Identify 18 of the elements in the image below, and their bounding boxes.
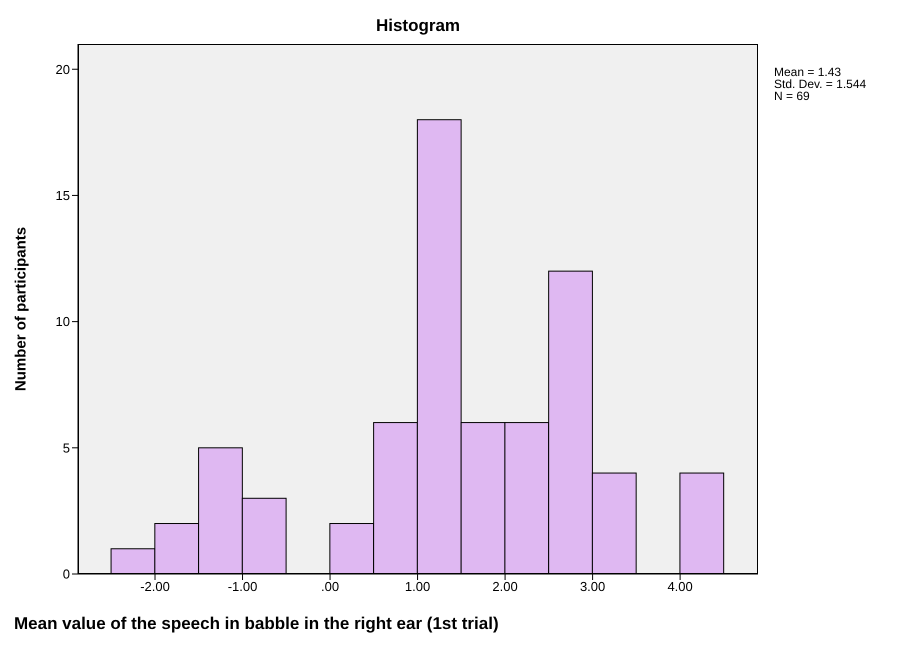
y-tick-label: 0 — [62, 566, 70, 582]
text: N = 69 — [774, 89, 811, 103]
x-tick-label: 1.00 — [404, 579, 430, 594]
chart-title: Histogram — [374, 16, 462, 36]
x-tick-label: -2.00 — [140, 579, 170, 594]
x-tick-label: 3.00 — [580, 579, 606, 594]
x-tick-label: 4.00 — [667, 579, 693, 594]
x-axis-title: Mean value of the speech in babble in the right ear (1st trial) — [14, 614, 499, 634]
y-axis-title: Number of participants — [12, 226, 30, 392]
text: Mean = 1.43 — [774, 65, 842, 79]
x-tick-label: 2.00 — [492, 579, 518, 594]
text: Std. Dev. = 1.544 — [774, 77, 866, 91]
y-tick-label: 5 — [62, 440, 70, 456]
y-tick-label: 20 — [56, 62, 70, 77]
y-tick-label: 10 — [56, 314, 70, 330]
x-tick-label: .00 — [321, 579, 340, 594]
x-tick-label: -1.00 — [228, 579, 258, 594]
y-tick-label: 15 — [56, 188, 70, 204]
